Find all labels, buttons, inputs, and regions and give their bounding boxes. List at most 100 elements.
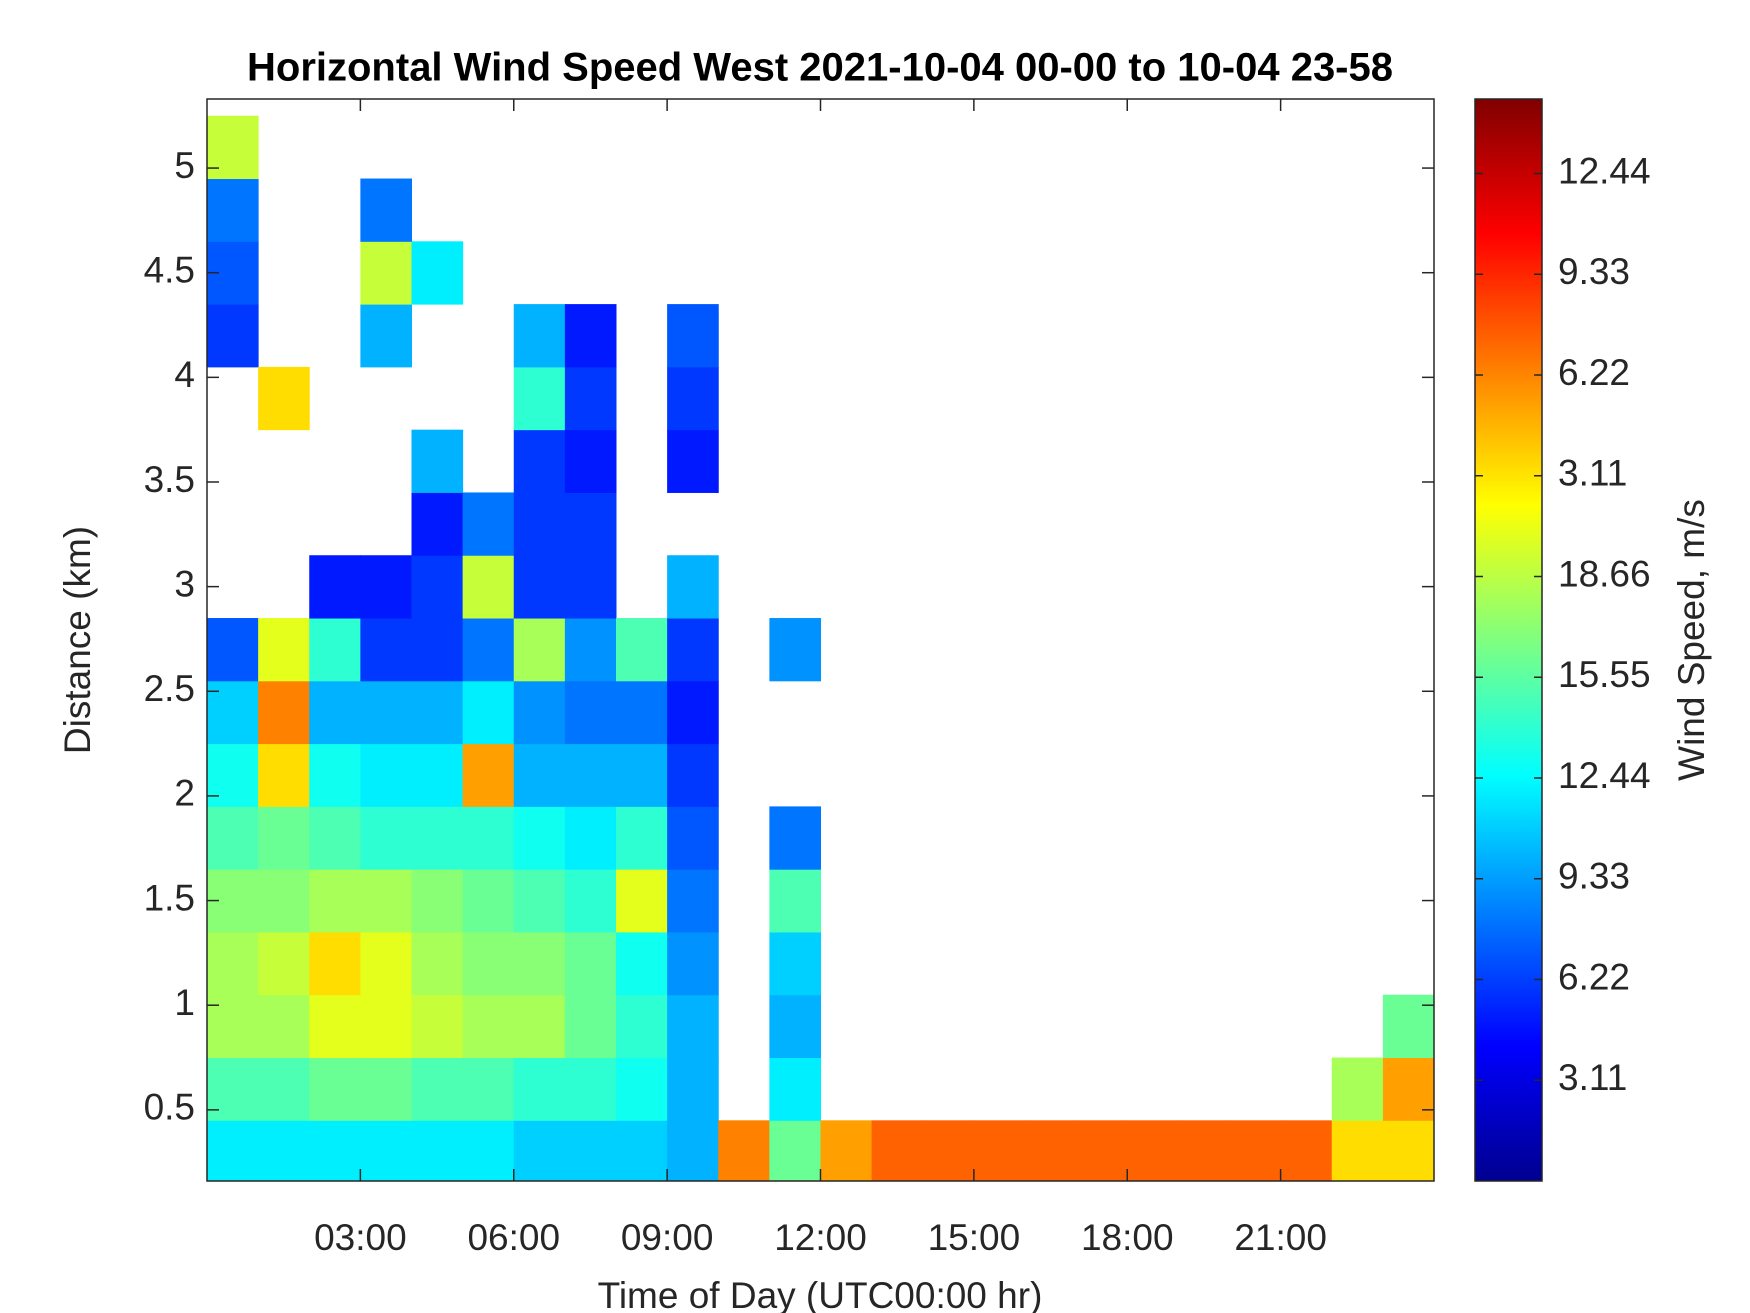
cell (309, 1120, 361, 1181)
colorbar-label: Wind Speed, m/s (1671, 499, 1712, 781)
cell (411, 743, 464, 807)
cell (1178, 1120, 1230, 1181)
cell (462, 931, 515, 996)
cell (564, 429, 617, 493)
cell (258, 743, 310, 807)
cell (616, 743, 668, 807)
y-tick-label: 2.5 (144, 668, 195, 709)
cell (462, 555, 515, 619)
cell (769, 869, 821, 933)
cell (564, 1057, 617, 1121)
cell (513, 869, 566, 933)
cell (513, 806, 566, 870)
y-tick-label: 1.5 (144, 877, 195, 918)
cell (207, 178, 259, 242)
cell (1382, 1120, 1434, 1181)
cell (667, 304, 719, 368)
cell (360, 680, 412, 745)
cell (258, 994, 310, 1059)
cell (616, 680, 668, 745)
colorbar (1474, 98, 1543, 1182)
cell (207, 1057, 259, 1121)
cell (513, 492, 566, 556)
cell (309, 994, 361, 1059)
cell (309, 743, 361, 807)
cell (207, 806, 259, 870)
cell (462, 869, 515, 933)
cells (207, 115, 1434, 1181)
cell (360, 994, 412, 1059)
cell (360, 931, 412, 996)
colorbar-tick-label: 12.44 (1558, 150, 1651, 191)
cell (462, 806, 515, 870)
cell (462, 680, 515, 745)
cell (564, 994, 617, 1059)
cell (360, 241, 412, 305)
cell (718, 1120, 770, 1181)
cell (309, 1057, 361, 1121)
cell (207, 304, 259, 368)
cell (1025, 1120, 1077, 1181)
cell (411, 931, 464, 996)
cell (309, 618, 361, 682)
x-tick-label: 18:00 (1081, 1217, 1174, 1258)
cell (411, 618, 464, 682)
cell (564, 743, 617, 807)
cell (462, 492, 515, 556)
cell (769, 1120, 821, 1181)
cell (411, 1057, 464, 1121)
chart-title: Horizontal Wind Speed West 2021-10-04 00… (247, 46, 1393, 90)
colorbar-tick-label: 15.55 (1558, 654, 1651, 695)
cell (1331, 1057, 1384, 1121)
cell (207, 115, 259, 180)
cell (462, 1057, 515, 1121)
cell (360, 743, 412, 807)
cell (462, 618, 515, 682)
cell (513, 429, 566, 493)
colorbar-tick-label: 3.11 (1558, 1057, 1627, 1098)
cell (564, 366, 617, 431)
cell (616, 1120, 668, 1181)
x-tick-label: 09:00 (621, 1217, 714, 1258)
cell (462, 743, 515, 807)
cell (513, 304, 566, 368)
cell (462, 1120, 515, 1181)
cell (207, 994, 259, 1059)
cell (564, 492, 617, 556)
colorbar-tick-label: 6.22 (1558, 352, 1630, 393)
cell (207, 680, 259, 745)
cell (411, 994, 464, 1059)
cell (922, 1120, 975, 1181)
colorbar-tick-label: 12.44 (1558, 755, 1651, 796)
cell (564, 680, 617, 745)
y-tick-label: 3 (174, 563, 195, 604)
cell (1331, 1120, 1384, 1181)
cell (667, 366, 719, 431)
cell (667, 869, 719, 933)
y-tick-label: 2 (174, 773, 195, 814)
cell (769, 806, 821, 870)
cell (207, 1120, 259, 1181)
cell (616, 618, 668, 682)
cell (667, 1120, 719, 1181)
cell (207, 743, 259, 807)
y-tick-label: 4.5 (144, 249, 195, 290)
cell (616, 994, 668, 1059)
cell (564, 869, 617, 933)
cell (309, 806, 361, 870)
cell (462, 994, 515, 1059)
cell (667, 931, 719, 996)
cell (564, 555, 617, 619)
cell (616, 1057, 668, 1121)
cell (513, 1120, 566, 1181)
cell (360, 806, 412, 870)
cell (820, 1120, 873, 1181)
cell (411, 1120, 464, 1181)
cell (1076, 1120, 1128, 1181)
cell (411, 680, 464, 745)
cell (667, 429, 719, 493)
x-tick-label: 06:00 (467, 1217, 560, 1258)
cell (258, 1057, 310, 1121)
cell (309, 555, 361, 619)
